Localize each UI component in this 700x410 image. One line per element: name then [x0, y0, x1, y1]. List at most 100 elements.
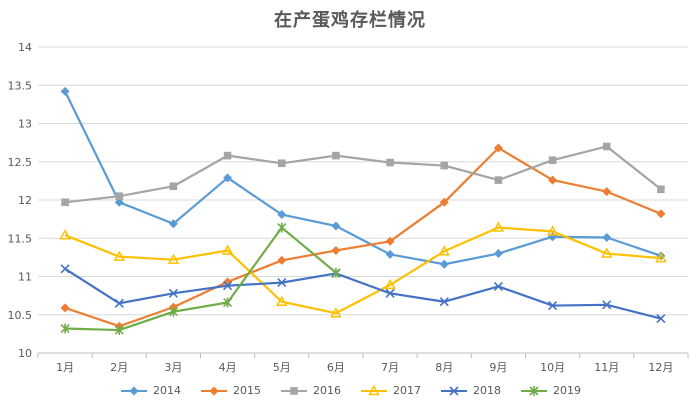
data-point	[223, 173, 233, 183]
data-point	[277, 278, 287, 288]
legend-item: 2015	[199, 384, 261, 397]
x-tick-label: 6月	[327, 361, 345, 374]
legend-label: 2018	[473, 384, 501, 397]
y-tick-label: 14	[18, 41, 32, 54]
x-tick-label: 5月	[273, 361, 291, 374]
data-point	[449, 385, 459, 396]
legend-item: 2016	[279, 384, 341, 397]
series-2014	[60, 86, 666, 269]
data-point	[330, 307, 342, 318]
data-point	[656, 209, 666, 219]
legend-swatch	[441, 385, 467, 396]
data-point	[61, 198, 69, 207]
legend-item: 2014	[119, 384, 181, 397]
data-point	[602, 232, 612, 242]
data-point	[277, 222, 287, 233]
series-line	[64, 226, 662, 315]
x-tick-label: 10月	[540, 361, 565, 374]
data-point	[59, 229, 71, 240]
data-point	[492, 221, 505, 232]
series-line	[64, 146, 662, 328]
data-point	[529, 385, 539, 396]
y-tick-label: 10	[18, 347, 32, 360]
y-tick-label: 12.5	[8, 156, 33, 169]
y-tick-label: 11.5	[8, 232, 33, 245]
data-point	[60, 86, 70, 96]
data-point	[113, 250, 126, 261]
data-point	[60, 264, 70, 274]
x-tick-label: 3月	[164, 361, 182, 374]
data-point	[493, 281, 503, 292]
legend-item: 2017	[359, 384, 421, 397]
data-point	[385, 236, 395, 246]
data-point	[223, 151, 232, 160]
legend-label: 2019	[553, 384, 581, 397]
data-point	[168, 288, 178, 298]
series-2019	[60, 222, 341, 336]
data-point	[114, 325, 124, 336]
x-tick-label: 1月	[56, 361, 74, 374]
x-tick-label: 11月	[594, 361, 619, 374]
data-point	[384, 278, 396, 290]
data-point	[602, 300, 612, 310]
legend-label: 2016	[313, 384, 341, 397]
data-point	[602, 187, 612, 197]
data-point	[169, 182, 178, 191]
data-point	[331, 245, 341, 255]
data-point	[114, 197, 124, 207]
data-point	[386, 158, 394, 167]
legend-swatch	[281, 386, 307, 395]
x-tick-label: 9月	[489, 361, 507, 374]
data-point	[438, 245, 451, 256]
data-point	[277, 159, 286, 168]
series-2017	[59, 221, 667, 318]
x-tick-label: 8月	[435, 361, 453, 374]
data-point	[129, 386, 139, 395]
data-point	[277, 255, 287, 265]
data-point	[221, 244, 234, 255]
data-point	[168, 306, 178, 317]
legend-item: 2019	[519, 384, 581, 397]
data-point	[223, 297, 233, 308]
legend-item: 2018	[439, 384, 501, 397]
data-point	[494, 176, 503, 184]
series-2018	[60, 264, 666, 324]
data-point	[115, 192, 124, 200]
x-tick-label: 12月	[648, 361, 673, 374]
data-point	[657, 185, 665, 194]
data-point	[368, 384, 380, 395]
data-point	[548, 301, 558, 311]
data-point	[439, 297, 449, 307]
legend-swatch	[521, 385, 547, 396]
series-line	[65, 226, 337, 332]
legend-swatch	[121, 386, 147, 395]
data-point	[600, 247, 613, 258]
data-point	[168, 219, 178, 229]
series-line	[64, 145, 662, 204]
data-point	[656, 314, 666, 324]
y-tick-label: 13	[18, 118, 32, 131]
data-point	[385, 249, 395, 259]
series-2016	[61, 142, 665, 207]
data-point	[655, 252, 667, 263]
data-point	[546, 225, 559, 236]
data-point	[548, 156, 557, 165]
data-point	[332, 151, 340, 160]
data-point	[385, 288, 395, 298]
data-point	[331, 267, 341, 278]
data-point	[114, 298, 124, 308]
data-point	[440, 161, 449, 170]
legend-label: 2014	[153, 384, 181, 397]
data-point	[331, 221, 341, 231]
data-point	[602, 142, 611, 151]
data-point	[60, 303, 70, 313]
y-tick-label: 11	[18, 271, 32, 284]
legend-swatch	[361, 384, 387, 395]
y-tick-label: 10.5	[8, 309, 33, 322]
y-tick-label: 12	[18, 194, 32, 207]
legend-label: 2015	[233, 384, 261, 397]
data-point	[60, 323, 70, 334]
data-point	[493, 143, 503, 153]
data-point	[209, 386, 219, 395]
